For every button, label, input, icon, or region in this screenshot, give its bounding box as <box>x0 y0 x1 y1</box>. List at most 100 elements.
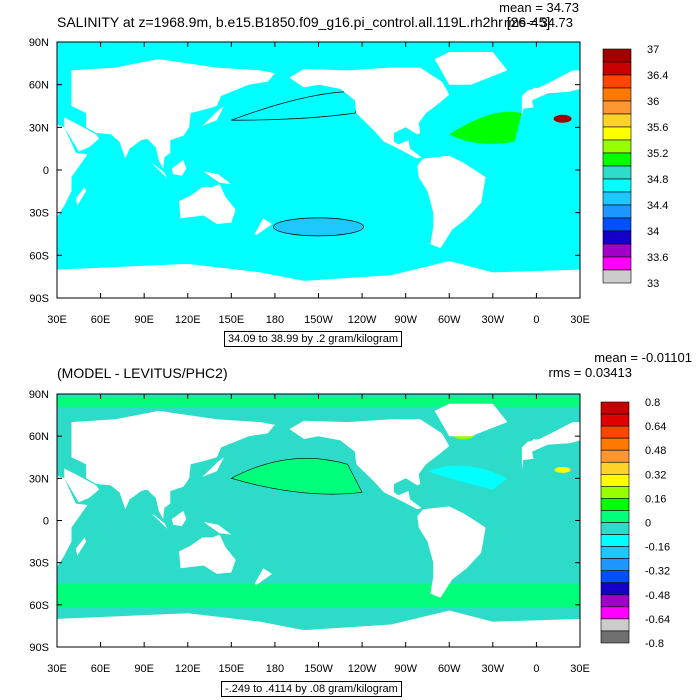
colorbar-swatch <box>602 74 632 89</box>
colorbar-swatch <box>602 100 632 115</box>
colorbar-swatch <box>600 461 630 475</box>
colorbar-swatch <box>602 87 632 102</box>
land-mass <box>289 419 450 510</box>
salinity-caption: 34.09 to 38.99 by .2 gram/kilogram <box>224 331 402 347</box>
colorbar-label: 37 <box>647 44 659 56</box>
land-mass <box>202 457 225 477</box>
land-mass <box>203 521 232 535</box>
difference-map: 30E 60E 90E 120E 150E 180 150W 120W 90W 60W 30W 0 30… <box>0 389 670 675</box>
land-mass <box>417 155 486 249</box>
colorbar-swatch <box>600 594 630 608</box>
colorbar-label: 0.32 <box>645 469 666 481</box>
colorbar-label: 36 <box>647 96 659 108</box>
colorbar-swatch <box>602 126 632 141</box>
land-mass <box>527 87 540 99</box>
colorbar-swatch <box>602 178 632 193</box>
colorbar-swatch <box>600 474 630 487</box>
colorbar-label: 0.48 <box>645 445 666 457</box>
x-tick-label: 60E <box>91 663 111 675</box>
north-pacific-positive-region <box>230 458 363 495</box>
x-tick-label: 120W <box>348 663 377 675</box>
colorbar-swatch <box>602 269 632 284</box>
x-tick-label: 180 <box>266 314 284 326</box>
land-mass <box>75 187 87 206</box>
colorbar-swatch <box>600 437 630 451</box>
difference-map-fill <box>0 394 580 647</box>
colorbar-label: 0.8 <box>645 397 660 409</box>
colorbar-swatch <box>600 630 630 644</box>
land-mass <box>203 171 232 185</box>
colorbar-swatch <box>600 449 630 463</box>
land-mass <box>527 439 540 451</box>
colorbar-swatch <box>600 486 630 499</box>
x-tick-label: 30E <box>570 314 590 326</box>
land-mass <box>179 184 236 224</box>
y-tick-label: 90S <box>29 642 49 654</box>
x-tick-label: 120E <box>175 663 201 675</box>
y-tick-label: 60S <box>29 600 49 612</box>
land-mass <box>71 410 275 520</box>
colorbar-swatch <box>600 546 630 559</box>
colorbar-label: 33 <box>647 278 659 290</box>
colorbar-swatch <box>602 113 632 128</box>
y-tick-label: 0 <box>43 516 49 528</box>
land-mass <box>151 162 168 179</box>
colorbar-swatch <box>602 191 632 206</box>
land-mass <box>71 59 275 169</box>
colorbar-swatch <box>600 401 630 415</box>
x-tick-label: 150W <box>304 663 333 675</box>
north-atlantic-region <box>449 111 522 144</box>
salinity-panel: SALINITY at z=1968.9m, b.e15.B1850.f09_g… <box>0 0 669 347</box>
colorbar-label: 34.8 <box>647 174 668 186</box>
x-tick-label: 150W <box>304 314 333 326</box>
colorbar-swatch <box>602 139 632 154</box>
colorbar-swatch <box>600 498 630 511</box>
land-mass <box>0 117 88 220</box>
colorbar-swatch <box>600 618 630 632</box>
colorbar-swatch <box>602 165 632 180</box>
colorbar-swatch <box>602 152 632 167</box>
land-mass <box>521 70 580 119</box>
land-mass <box>64 468 100 503</box>
difference-panel: (MODEL - LEVITUS/PHC2) mean = -0.01101 r… <box>0 350 700 700</box>
colorbar-swatch <box>600 413 630 427</box>
y-tick-label: 60N <box>29 80 49 92</box>
colorbar-swatch <box>602 48 632 63</box>
x-tick-label: 30E <box>570 663 590 675</box>
colorbar-swatch <box>600 582 630 596</box>
land-mass <box>64 117 100 152</box>
x-tick-label: 60E <box>91 314 111 326</box>
land-mass <box>254 218 272 236</box>
x-tick-label: 60W <box>438 663 461 675</box>
colorbar-swatch <box>600 522 630 535</box>
colorbar-label: 35.2 <box>647 148 668 160</box>
colorbar-swatch <box>600 534 630 547</box>
mediterranean-outflow-region <box>553 114 572 123</box>
colorbar-label: -0.8 <box>645 638 664 650</box>
x-tick-label: 120E <box>175 314 201 326</box>
land-mass <box>254 568 272 586</box>
salinity-mean: mean = 34.73 <box>499 0 579 15</box>
gulf-stream-region <box>427 465 508 490</box>
southern-ocean-band <box>57 583 580 608</box>
x-tick-label: 120W <box>348 314 377 326</box>
y-tick-label: 90N <box>29 37 49 49</box>
land-mass <box>171 510 187 527</box>
colorbar-label: -0.48 <box>645 590 670 602</box>
x-tick-label: 30E <box>47 663 67 675</box>
land-mass <box>289 67 450 159</box>
salinity-rms: rms = 34.73 <box>503 15 573 30</box>
x-tick-label: 0 <box>533 314 539 326</box>
x-tick-label: 150E <box>218 314 244 326</box>
y-tick-label: 30S <box>29 558 49 570</box>
colorbar-swatch <box>602 204 632 219</box>
x-tick-label: 90E <box>134 663 154 675</box>
difference-caption: -.249 to .4114 by .08 gram/kilogram <box>221 681 402 697</box>
colorbar-swatch <box>602 230 632 245</box>
land-mass <box>75 537 87 556</box>
colorbar-swatch <box>600 606 630 620</box>
land-mass <box>202 106 225 126</box>
difference-mean: mean = -0.01101 <box>594 350 692 365</box>
colorbar-label: -0.16 <box>645 542 670 554</box>
x-tick-label: 150E <box>218 663 244 675</box>
